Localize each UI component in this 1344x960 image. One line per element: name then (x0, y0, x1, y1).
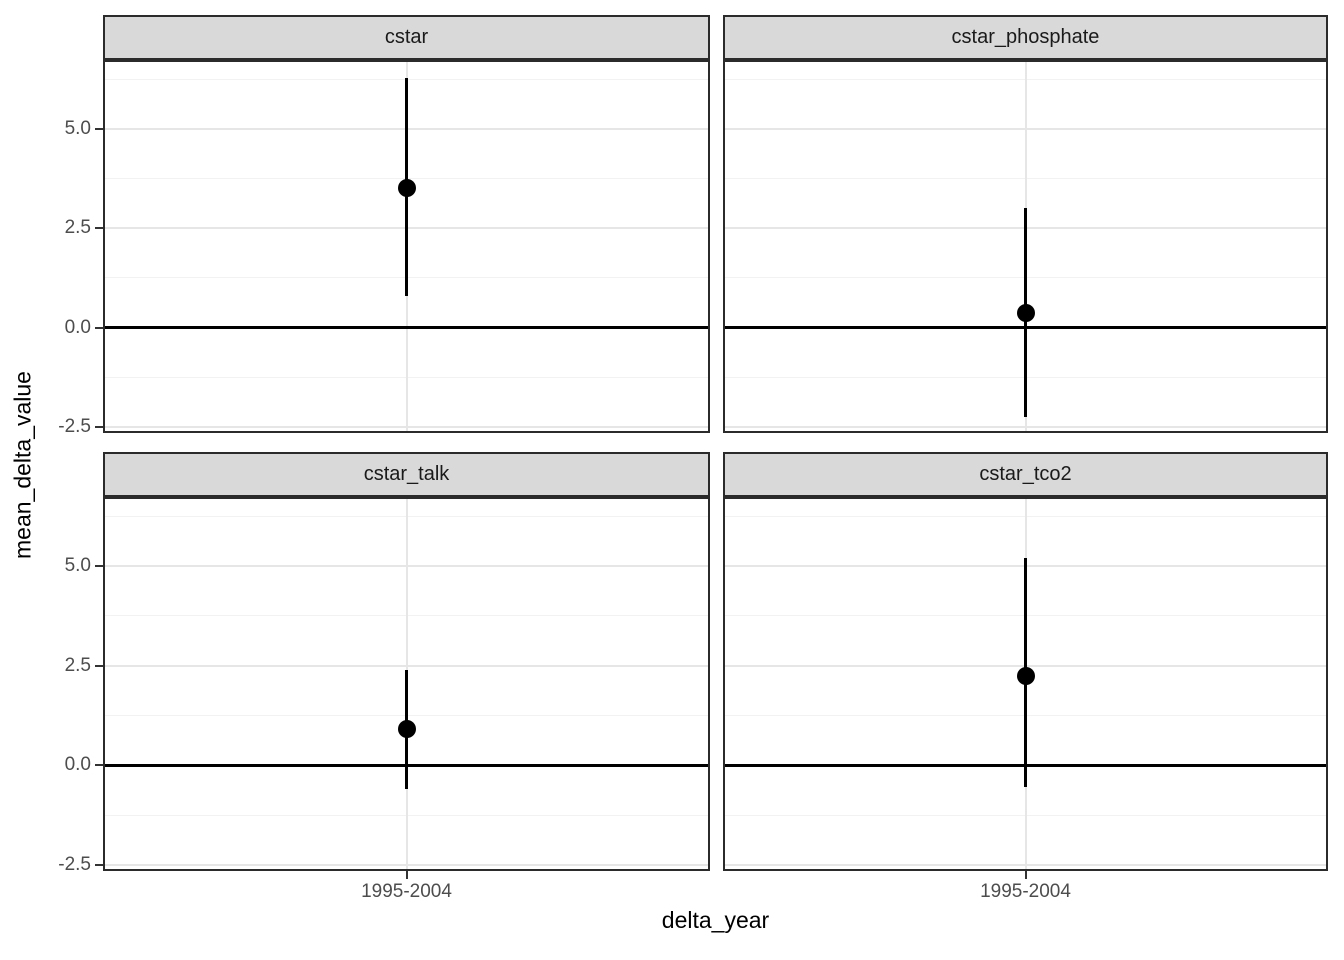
x-axis-title: delta_year (661, 907, 770, 933)
mean-point (397, 719, 416, 738)
y-axis-tick (95, 564, 103, 567)
facet-panel-cstar-tco2 (723, 497, 1328, 871)
facet-strip-cstar: cstar (103, 15, 710, 60)
y-tick-label: 5.0 (64, 117, 91, 139)
y-tick-label: 2.5 (64, 217, 91, 239)
mean-point (397, 179, 416, 198)
zero-reference-line (103, 326, 710, 330)
x-tick-label: 1995-2004 (361, 881, 452, 902)
y-tick-label: 2.5 (64, 654, 91, 676)
y-axis-tick (95, 127, 103, 130)
y-axis-tick (95, 326, 103, 329)
y-axis-title: mean_delta_value (9, 371, 36, 560)
y-axis-tick (95, 764, 103, 767)
y-tick-label: 0.0 (64, 754, 91, 776)
facet-strip-cstar-phosphate: cstar_phosphate (723, 15, 1328, 60)
x-axis-tick (405, 871, 408, 879)
mean-point (1016, 666, 1035, 685)
facet-panel-cstar-phosphate (723, 60, 1328, 433)
facet-strip-cstar-talk: cstar_talk (103, 452, 710, 497)
facet-panel-cstar-talk (103, 497, 710, 871)
y-axis-tick (95, 426, 103, 429)
y-axis-tick (95, 864, 103, 867)
facet-strip-cstar-tco2: cstar_tco2 (723, 452, 1328, 497)
y-tick-label: 5.0 (64, 554, 91, 576)
x-axis-tick (1024, 871, 1027, 879)
y-axis-tick (95, 664, 103, 667)
x-tick-label: 1995-2004 (980, 881, 1071, 902)
y-axis-tick (95, 227, 103, 230)
mean-point (1016, 303, 1035, 322)
y-tick-label: 0.0 (64, 316, 91, 338)
facet-panel-cstar (103, 60, 710, 433)
y-tick-label: -2.5 (58, 416, 91, 438)
y-tick-label: -2.5 (58, 854, 91, 876)
